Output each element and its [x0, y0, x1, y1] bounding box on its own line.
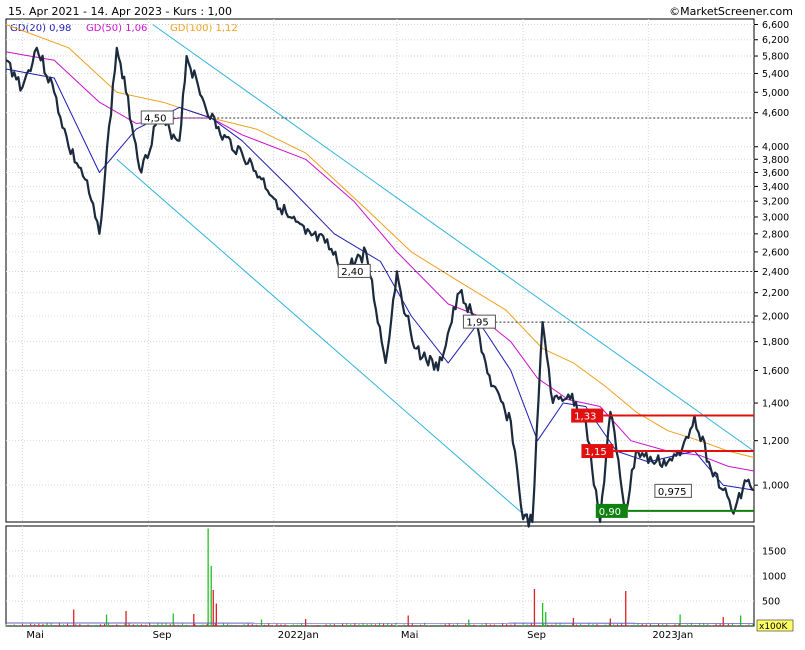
chart-legend: GD(20) 0,98 GD(50) 1,06 GD(100) 1,12 [10, 23, 238, 34]
y-tick-label: 6,200 [762, 35, 789, 46]
y-tick-label: 2,600 [762, 247, 789, 258]
support-label-box [595, 503, 628, 518]
series-line-channel-upper [152, 24, 755, 452]
level-label: 4,50 [144, 113, 166, 124]
series-line-gd-100 [5, 24, 755, 458]
level-label: 1,95 [466, 318, 488, 329]
level-label: 2,40 [341, 267, 363, 278]
volume-panel-frame [5, 525, 755, 627]
y-tick-label: 3,000 [762, 212, 789, 223]
x-tick-label: Sep [153, 630, 172, 641]
y-tick-label: 6,600 [762, 20, 789, 31]
x-tick-label: 2023Jan [652, 630, 693, 641]
resistance-label: 1,15 [584, 447, 606, 458]
y-tick-label: 3,800 [762, 155, 789, 166]
level-label-box [462, 314, 496, 329]
legend-entry: GD(20) 0,98 [10, 23, 71, 34]
y-tick-label: 3,600 [762, 168, 789, 179]
y-tick-label: 2,000 [762, 311, 789, 322]
y-tick-label: 2,400 [762, 267, 789, 278]
series-line-channel-lower [116, 158, 533, 523]
x-tick-label: 2022Jan [278, 630, 319, 641]
level-label-box [337, 263, 371, 278]
y-tick-label: 3,200 [762, 197, 789, 208]
level-label-box [140, 110, 174, 125]
price-panel-frame [5, 18, 755, 523]
y-tick-label: 1,200 [762, 436, 789, 447]
series-line-kurs [5, 46, 755, 528]
last-value-label: 0,975 [658, 487, 687, 498]
copyright-text: ©MarketScreener.com [669, 5, 793, 18]
support-label: 0,90 [599, 507, 621, 518]
y-tick-label: 1,400 [762, 399, 789, 410]
y-tick-label: 2,800 [762, 229, 789, 240]
y-tick-label: 1,600 [762, 366, 789, 377]
legend-entry: GD(100) 1,12 [170, 23, 238, 34]
y-tick-label: 3,400 [762, 182, 789, 193]
resistance-label: 1,33 [574, 412, 596, 423]
y-tick-label: 4,600 [762, 108, 789, 119]
x-tick-label: Mai [401, 630, 419, 641]
y-tick-label: 1,000 [762, 481, 789, 492]
y-tick-label: 5,400 [762, 69, 789, 80]
series-line-gd-20 [5, 68, 755, 491]
resistance-label-box [571, 408, 604, 423]
x-tick-label: Sep [527, 630, 546, 641]
volume-unit-label: x100K [759, 622, 789, 632]
volume-unit-badge [756, 619, 794, 632]
volume-tick-label: 1500 [762, 547, 786, 558]
y-tick-label: 4,000 [762, 142, 789, 153]
volume-tick-label: 1000 [762, 572, 786, 583]
y-tick-label: 2,200 [762, 288, 789, 299]
chart-date-range: 15. Apr 2021 - 14. Apr 2023 - Kurs : 1,0… [8, 5, 233, 18]
y-tick-label: 1,800 [762, 337, 789, 348]
last-value-label-box [654, 483, 692, 498]
resistance-label-box [581, 444, 614, 459]
y-tick-label: 5,000 [762, 88, 789, 99]
x-tick-label: Mai [26, 630, 44, 641]
volume-tick-label: 500 [762, 597, 780, 608]
y-tick-label: 5,800 [762, 52, 789, 63]
legend-entry: GD(50) 1,06 [86, 23, 147, 34]
